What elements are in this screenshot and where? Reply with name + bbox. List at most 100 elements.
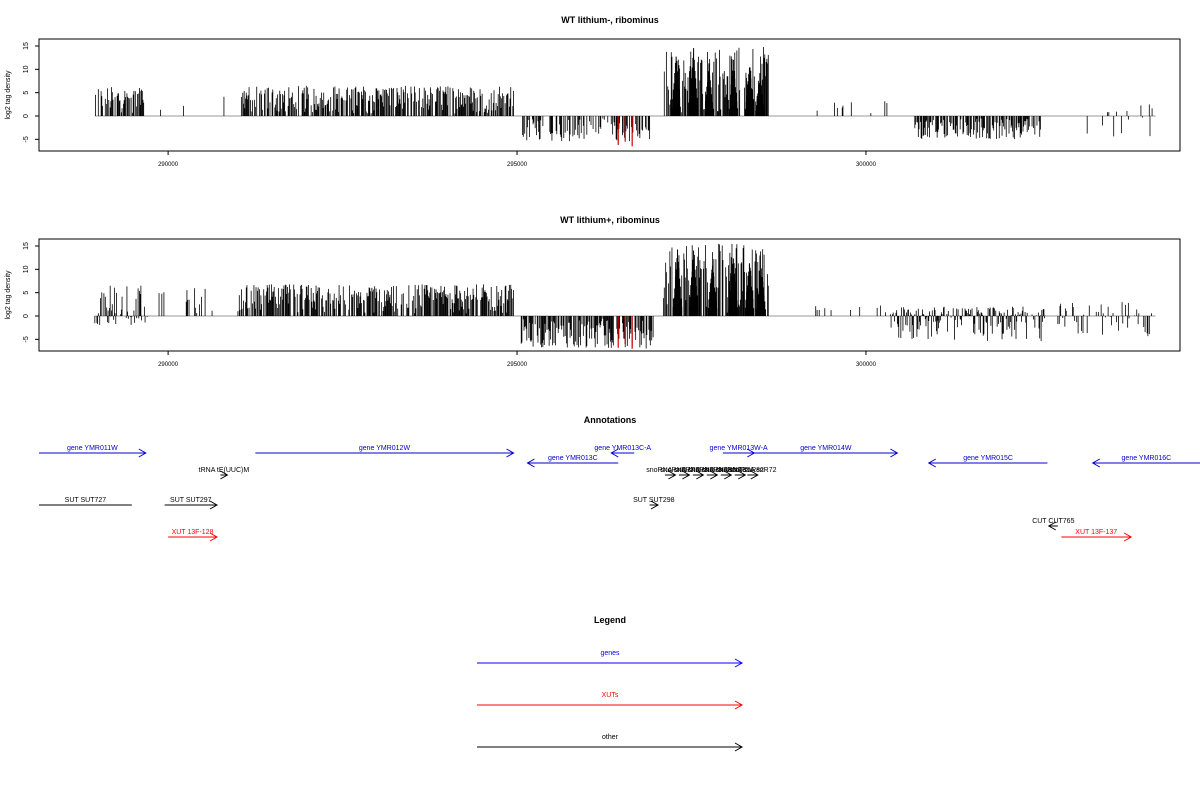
legend-label: genes — [600, 650, 620, 657]
arrow-head — [890, 448, 899, 458]
annotation-feature: snoRNA snR82 — [716, 467, 764, 480]
annotation-feature: SUT SUT298 — [633, 497, 675, 510]
legend-title: Legend — [594, 615, 626, 625]
feature-label: snoRNA snR81 — [702, 467, 750, 474]
annotation-feature: tRNA tE(UUC)M — [199, 467, 250, 480]
feature-label: SUT SUT297 — [170, 497, 212, 504]
legend-item: other — [477, 734, 744, 752]
arrow-head — [682, 470, 691, 480]
arrow-head — [927, 458, 937, 468]
y-tick-label: 10 — [23, 265, 30, 273]
feature-label: XUT 13F-137 — [1075, 529, 1117, 536]
x-tick-label: 300000 — [856, 162, 877, 168]
plot-frame — [38, 238, 1181, 352]
x-tick-label: 300000 — [856, 362, 877, 368]
feature-label: snoRNA snR80 — [688, 467, 736, 474]
annotation-feature: snoRNA snR80 — [688, 467, 736, 480]
arrow-head — [138, 448, 147, 458]
y-tick-label: 0 — [23, 114, 30, 118]
feature-label: gene YMR014W — [800, 445, 852, 452]
arrow-head — [1047, 521, 1057, 531]
y-axis: -5 0 5 10 15 — [23, 242, 39, 342]
arrow-head — [650, 500, 660, 510]
feature-label: SUT SUT298 — [633, 497, 675, 504]
annotation-feature: snoRNA snR72 — [729, 467, 777, 480]
annotation-feature: gene YMR011W — [39, 445, 147, 458]
feature-label: CUT CUT765 — [1032, 518, 1074, 525]
legend-item: genes — [477, 650, 744, 668]
x-tick-label: 290000 — [158, 162, 179, 168]
feature-label: SUT SUT727 — [65, 497, 107, 504]
y-tick-label: -5 — [23, 136, 30, 142]
feature-layer: gene YMR011W gene YMR012W gene YMR013C gene… — [39, 445, 1200, 542]
annotation-track: Annotations gene YMR011W gene YMR012Wgene… — [39, 415, 1200, 542]
feature-label: gene YMR011W — [67, 445, 118, 452]
annotation-feature: XUT 13F-137 — [1061, 529, 1133, 542]
annotation-feature: gene YMR013W-A — [710, 445, 768, 458]
arrow-head — [710, 470, 719, 480]
y-axis-label: log2 tag density — [5, 270, 12, 320]
feature-label: gene YMR015C — [963, 455, 1013, 462]
feature-label: gene YMR012W — [359, 445, 411, 452]
y-tick-label: 5 — [23, 291, 30, 295]
y-tick-label: 15 — [23, 42, 30, 50]
arrow-head — [526, 458, 535, 468]
legend-items: genes XUTs other — [477, 650, 744, 752]
arrow-head — [1123, 532, 1133, 542]
annotation-feature: gene YMR013C-A — [594, 445, 651, 458]
annotation-feature: snoRNA snR81 — [702, 467, 750, 480]
annotation-feature: gene YMR013C — [526, 455, 619, 468]
legend-arrow — [734, 742, 744, 752]
y-tick-label: 0 — [23, 314, 30, 318]
legend-arrow — [734, 700, 744, 710]
bar-layer — [94, 243, 1156, 349]
y-tick-label: 5 — [23, 91, 30, 95]
feature-label: gene YMR013C-A — [594, 445, 651, 452]
arrow-head — [724, 470, 733, 480]
annotation-feature: SUT SUT297 — [164, 497, 218, 510]
annotation-feature: SUT SUT727 — [39, 497, 132, 506]
arrow-head — [209, 532, 218, 542]
panel-title: WT lithium-, ribominus — [561, 15, 659, 25]
y-tick-label: 10 — [23, 65, 30, 73]
track-panel-lithium-minus: WT lithium-, ribominus log2 tag density … — [5, 15, 1181, 168]
annotation-feature: snoRNA snR77 — [646, 467, 694, 480]
y-axis: -5 0 5 10 15 — [23, 42, 39, 142]
feature-label: snoRNA snR82 — [716, 467, 764, 474]
feature-label: snoRNA snR79 — [674, 467, 722, 474]
feature-label: snoRNA snR77 — [646, 467, 694, 474]
arrow-head — [209, 500, 218, 510]
annotation-feature: gene YMR012W — [255, 445, 515, 458]
arrow-head — [696, 470, 705, 480]
plot-frame — [38, 38, 1181, 152]
panel-title: WT lithium+, ribominus — [560, 215, 660, 225]
arrow-head — [750, 470, 759, 480]
feature-label: gene YMR013W-A — [710, 445, 768, 452]
arrow-head — [610, 448, 619, 458]
x-tick-label: 295000 — [507, 362, 528, 368]
annotation-feature: snoRNA snR78 — [660, 467, 708, 480]
legend-label: XUTs — [602, 692, 619, 699]
annotation-feature: gene YMR014W — [754, 445, 899, 458]
x-axis: 290000 295000 300000 — [158, 151, 877, 168]
arrow-head — [668, 470, 677, 480]
x-tick-label: 295000 — [507, 162, 528, 168]
annotations-title: Annotations — [584, 415, 637, 425]
annotation-feature: gene YMR015C — [927, 455, 1048, 468]
y-tick-label: -5 — [23, 336, 30, 342]
feature-label: tRNA tE(UUC)M — [199, 467, 250, 474]
y-axis-label: log2 tag density — [5, 70, 12, 120]
annotation-feature: gene YMR016C — [1091, 455, 1200, 468]
legend-label: other — [602, 734, 619, 741]
feature-label: XUT 13F-128 — [172, 529, 214, 536]
arrow-head — [506, 448, 515, 458]
arrow-head — [737, 470, 747, 480]
y-tick-label: 15 — [23, 242, 30, 250]
legend-arrow — [734, 658, 744, 668]
track-panel-lithium-plus: WT lithium+, ribominus log2 tag density … — [5, 215, 1181, 368]
legend: Legend genes XUTs other — [477, 615, 744, 752]
feature-label: gene YMR016C — [1122, 455, 1172, 462]
feature-label: gene YMR013C — [548, 455, 598, 462]
x-tick-label: 290000 — [158, 362, 179, 368]
